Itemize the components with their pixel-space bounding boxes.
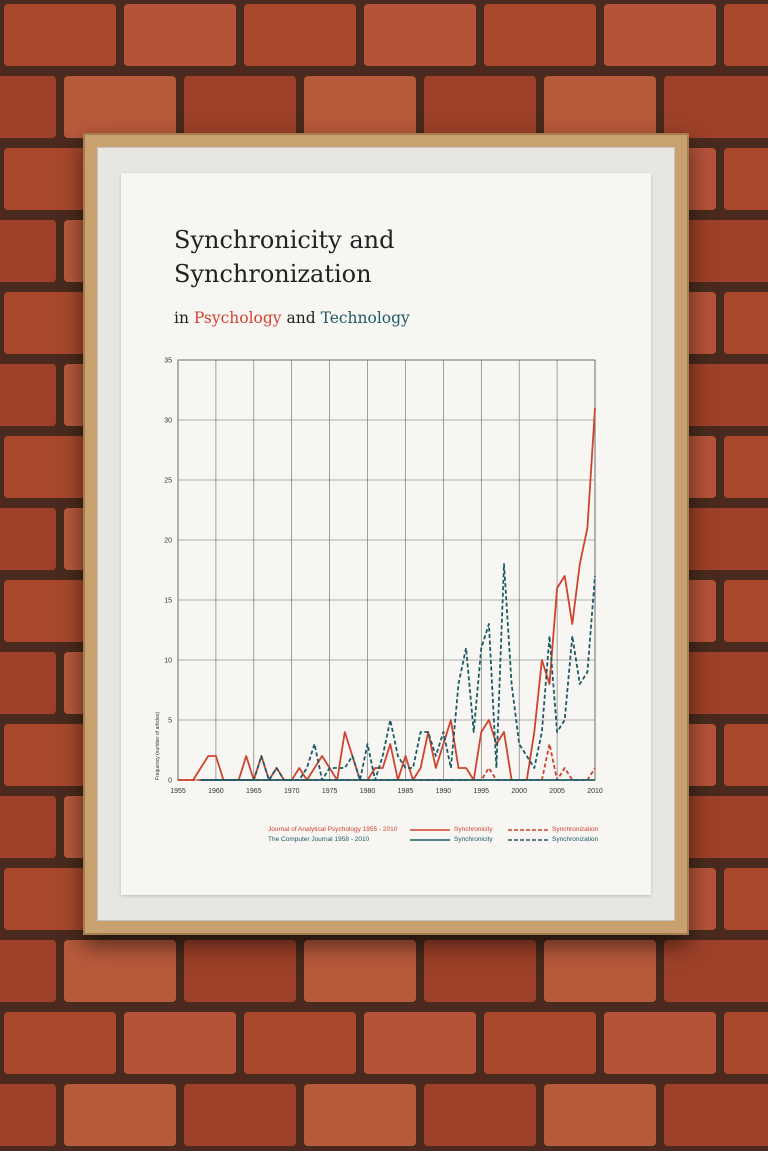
- x-tick-label: 2005: [549, 788, 565, 795]
- x-tick-label: 1970: [284, 788, 300, 795]
- poster-title-line-1: Synchronicity and: [174, 226, 395, 254]
- legend-label-tech-synchronicity: Synchronicity: [454, 836, 493, 843]
- x-tick-label: 1960: [208, 788, 224, 795]
- x-axis-tick-labels: 1955 1960 1965 1970 1975 1980 1985 1990 1995 2000…: [170, 788, 603, 795]
- chart-legend: Journal of Analytical Psychology 1955 - …: [268, 826, 608, 850]
- plot-border: [177, 359, 596, 781]
- x-tick-label: 1955: [170, 788, 186, 795]
- legend-swatch-psych-dashed: [508, 829, 548, 831]
- legend-label-psych-synchronization: Synchronization: [552, 826, 599, 833]
- x-tick-label: 1965: [246, 788, 262, 795]
- legend-source-technology: The Computer Journal 1958 - 2010: [268, 836, 370, 843]
- subtitle-psychology: Psychology: [193, 309, 282, 327]
- x-tick-label: 1985: [398, 788, 414, 795]
- legend-source-psychology: Journal of Analytical Psychology 1955 - …: [268, 826, 398, 833]
- poster-title: Synchronicity and Synchronization: [174, 223, 395, 291]
- y-tick-label: 5: [168, 718, 172, 725]
- poster-paper: [121, 173, 651, 895]
- legend-swatch-tech-dashed: [508, 839, 548, 841]
- legend-label-psych-synchronicity: Synchronicity: [454, 826, 493, 833]
- series-line-tech-synchronization: [200, 563, 596, 781]
- series-line-psych-synchronicity: [178, 407, 596, 781]
- x-tick-label: 1995: [473, 788, 489, 795]
- y-tick-label: 0: [168, 778, 172, 785]
- legend-swatch-tech-solid: [410, 839, 450, 841]
- x-tick-label: 1990: [436, 788, 452, 795]
- x-tick-label: 1975: [322, 788, 338, 795]
- legend-label-tech-synchronization: Synchronization: [552, 836, 599, 843]
- subtitle-technology: Technology: [320, 309, 410, 327]
- y-tick-label: 30: [164, 418, 172, 425]
- y-axis-tick-labels: 0 5 10 15 20 25 30 35: [164, 358, 172, 785]
- legend-swatch-psych-solid: [410, 829, 450, 831]
- x-tick-label: 2010: [587, 788, 603, 795]
- y-tick-label: 10: [164, 658, 172, 665]
- x-tick-label: 2000: [511, 788, 527, 795]
- y-tick-label: 15: [164, 598, 172, 605]
- poster-title-line-2: Synchronization: [174, 260, 372, 288]
- subtitle-connector: and: [281, 309, 321, 327]
- poster-subtitle: in Psychology and Technology: [174, 309, 410, 327]
- y-tick-label: 20: [164, 538, 172, 545]
- y-axis-label: Frequency (number of articles): [155, 712, 161, 780]
- y-tick-label: 25: [164, 478, 172, 485]
- x-tick-label: 1980: [360, 788, 376, 795]
- chart-series: [178, 407, 596, 781]
- subtitle-prefix: in: [174, 309, 194, 327]
- y-tick-label: 35: [164, 358, 172, 365]
- chart-grid: [177, 359, 596, 781]
